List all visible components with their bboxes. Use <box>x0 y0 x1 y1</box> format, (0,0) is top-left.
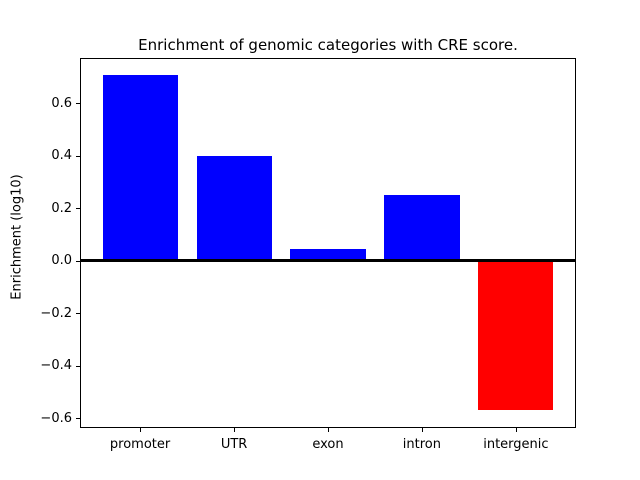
x-tick-label-UTR: UTR <box>220 437 248 452</box>
y-tick-0.0 <box>76 260 80 262</box>
y-tick-label-−0.4: −0.4 <box>40 358 72 374</box>
x-tick-intron <box>421 428 423 432</box>
y-tick-0.4 <box>76 155 80 157</box>
y-tick-−0.4 <box>76 365 80 367</box>
y-tick-label-0.0: 0.0 <box>51 253 72 269</box>
x-tick-label-exon: exon <box>312 437 344 452</box>
y-tick-label-−0.2: −0.2 <box>40 305 72 321</box>
x-tick-promoter <box>140 428 142 432</box>
bar-intron <box>384 195 460 261</box>
bar-intergenic <box>478 260 554 411</box>
bar-promoter <box>102 74 178 261</box>
x-tick-exon <box>328 428 329 432</box>
y-tick-label-0.4: 0.4 <box>51 148 72 164</box>
x-tick-label-intron: intron <box>402 437 441 452</box>
x-tick-label-promoter: promoter <box>109 437 171 452</box>
y-tick-label-0.6: 0.6 <box>51 95 72 111</box>
bar-exon <box>290 248 366 261</box>
x-tick-UTR <box>234 428 236 432</box>
y-tick-0.6 <box>76 103 80 105</box>
y-tick-0.2 <box>76 208 80 210</box>
y-tick-−0.2 <box>76 313 80 315</box>
x-tick-label-intergenic: intergenic <box>483 437 549 452</box>
y-tick-label-0.2: 0.2 <box>51 200 72 216</box>
y-tick-label-−0.6: −0.6 <box>40 410 72 426</box>
y-axis-label: Enrichment (log10) <box>9 174 25 300</box>
zero-line <box>80 259 576 263</box>
chart-title: Enrichment of genomic categories with CR… <box>138 36 518 54</box>
bar-UTR <box>196 155 272 261</box>
y-tick-−0.6 <box>76 418 80 419</box>
x-tick-intergenic <box>515 428 517 432</box>
